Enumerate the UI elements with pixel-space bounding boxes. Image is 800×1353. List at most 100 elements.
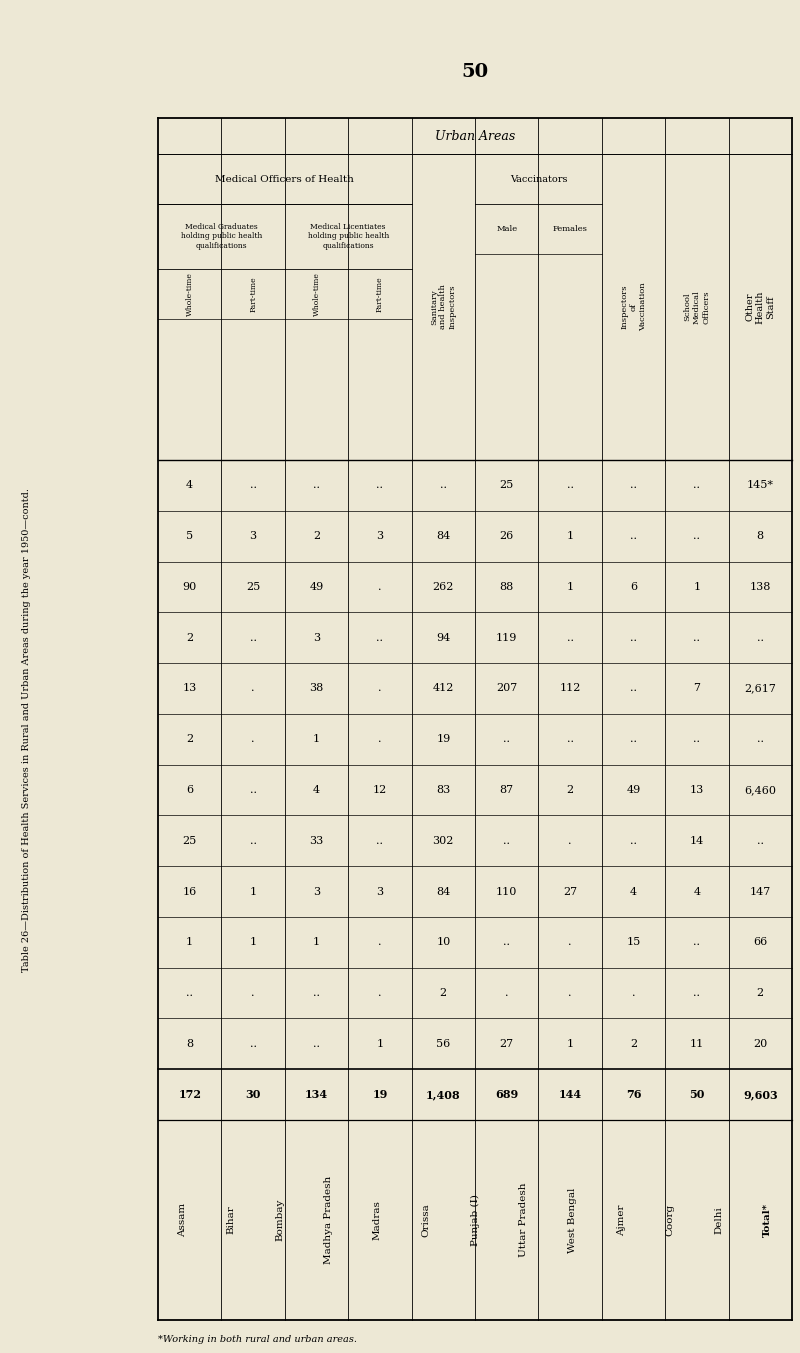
Text: 7: 7 <box>694 683 701 694</box>
Text: 2: 2 <box>186 735 194 744</box>
Text: 20: 20 <box>753 1039 767 1049</box>
Text: 27: 27 <box>500 1039 514 1049</box>
Text: .: . <box>378 988 382 999</box>
Text: ..: .. <box>630 683 637 694</box>
Text: 12: 12 <box>373 785 387 796</box>
Text: 1,408: 1,408 <box>426 1089 461 1100</box>
Text: .: . <box>568 938 572 947</box>
Text: 145*: 145* <box>747 480 774 490</box>
Text: 84: 84 <box>436 886 450 897</box>
Text: 9,603: 9,603 <box>743 1089 778 1100</box>
Text: Punjab (I): Punjab (I) <box>470 1195 479 1246</box>
Text: 110: 110 <box>496 886 518 897</box>
Text: ..: .. <box>313 1039 320 1049</box>
Text: 3: 3 <box>313 886 320 897</box>
Text: ..: .. <box>250 785 257 796</box>
Text: 49: 49 <box>626 785 641 796</box>
Text: ..: .. <box>694 938 701 947</box>
Text: 1: 1 <box>186 938 194 947</box>
Text: 8: 8 <box>186 1039 194 1049</box>
Text: Medical Licentiates
holding public health
qualifications: Medical Licentiates holding public healt… <box>307 223 389 250</box>
Text: 138: 138 <box>750 582 771 591</box>
Text: ..: .. <box>250 633 257 643</box>
Text: 90: 90 <box>182 582 197 591</box>
Text: 3: 3 <box>376 532 383 541</box>
Text: .: . <box>251 683 255 694</box>
Text: ..: .. <box>757 836 764 846</box>
Text: ..: .. <box>503 735 510 744</box>
Text: ..: .. <box>376 633 383 643</box>
Text: 84: 84 <box>436 532 450 541</box>
Text: 5: 5 <box>186 532 194 541</box>
Text: 144: 144 <box>558 1089 582 1100</box>
Text: 3: 3 <box>376 886 383 897</box>
Text: Medical Graduates
holding public health
qualifications: Medical Graduates holding public health … <box>181 223 262 250</box>
Text: Madhya Pradesh: Madhya Pradesh <box>324 1176 333 1264</box>
Text: 8: 8 <box>757 532 764 541</box>
Text: 2: 2 <box>313 532 320 541</box>
Text: 76: 76 <box>626 1089 642 1100</box>
Text: 50: 50 <box>690 1089 705 1100</box>
Text: 412: 412 <box>433 683 454 694</box>
Text: .: . <box>378 582 382 591</box>
Text: Delhi: Delhi <box>714 1206 723 1234</box>
Text: ..: .. <box>757 633 764 643</box>
Text: 6,460: 6,460 <box>744 785 776 796</box>
Text: 88: 88 <box>499 582 514 591</box>
Text: ..: .. <box>757 735 764 744</box>
Text: 13: 13 <box>182 683 197 694</box>
Text: Sanitary
and health
Inspectors: Sanitary and health Inspectors <box>430 284 457 329</box>
Text: 30: 30 <box>246 1089 261 1100</box>
Text: 94: 94 <box>436 633 450 643</box>
Text: 4: 4 <box>313 785 320 796</box>
Text: ..: .. <box>313 988 320 999</box>
Text: 1: 1 <box>566 1039 574 1049</box>
Text: ..: .. <box>694 735 701 744</box>
Text: ..: .. <box>630 735 637 744</box>
Text: 1: 1 <box>566 582 574 591</box>
Text: .: . <box>378 683 382 694</box>
Text: 83: 83 <box>436 785 450 796</box>
Text: 2: 2 <box>566 785 574 796</box>
Text: Bombay: Bombay <box>275 1199 285 1241</box>
Text: ..: .. <box>630 532 637 541</box>
Text: ..: .. <box>186 988 194 999</box>
Text: 4: 4 <box>186 480 194 490</box>
Text: 15: 15 <box>626 938 641 947</box>
Text: 4: 4 <box>630 886 637 897</box>
Text: ..: .. <box>250 480 257 490</box>
Text: Coorg: Coorg <box>666 1204 674 1237</box>
Text: .: . <box>568 988 572 999</box>
Text: 25: 25 <box>499 480 514 490</box>
Text: 33: 33 <box>310 836 324 846</box>
Text: ..: .. <box>376 836 383 846</box>
Text: *Working in both rural and urban areas.: *Working in both rural and urban areas. <box>158 1335 357 1344</box>
Text: 3: 3 <box>313 633 320 643</box>
Text: .: . <box>251 988 255 999</box>
Text: .: . <box>632 988 635 999</box>
Text: 1: 1 <box>566 532 574 541</box>
Text: 147: 147 <box>750 886 771 897</box>
Text: 1: 1 <box>313 938 320 947</box>
Text: 262: 262 <box>433 582 454 591</box>
Text: ..: .. <box>566 633 574 643</box>
Text: .: . <box>378 735 382 744</box>
Text: 25: 25 <box>246 582 260 591</box>
Text: Inspectors
of
Vaccination: Inspectors of Vaccination <box>620 283 646 331</box>
Text: ..: .. <box>630 836 637 846</box>
Text: 4: 4 <box>694 886 701 897</box>
Text: 1: 1 <box>250 886 257 897</box>
Text: ..: .. <box>694 633 701 643</box>
Text: Orissa: Orissa <box>422 1203 430 1237</box>
Text: ..: .. <box>503 836 510 846</box>
Text: 19: 19 <box>436 735 450 744</box>
Text: ..: .. <box>440 480 446 490</box>
Text: ..: .. <box>694 988 701 999</box>
Text: 16: 16 <box>182 886 197 897</box>
Text: 2: 2 <box>186 633 194 643</box>
Text: 207: 207 <box>496 683 518 694</box>
Text: School
Medical
Officers: School Medical Officers <box>684 290 710 323</box>
Text: 25: 25 <box>182 836 197 846</box>
Text: ..: .. <box>503 938 510 947</box>
Text: .: . <box>568 836 572 846</box>
